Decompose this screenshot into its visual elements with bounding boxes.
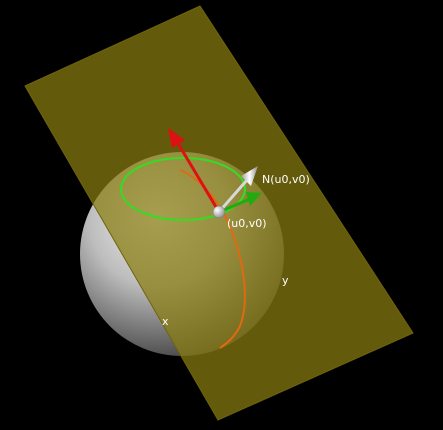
x-axis-label: x — [162, 315, 169, 328]
point-label: (u0,v0) — [227, 217, 267, 230]
y-axis-label: y — [282, 274, 289, 287]
normal-label: N(u0,v0) — [262, 173, 310, 186]
surface-point — [213, 206, 225, 218]
